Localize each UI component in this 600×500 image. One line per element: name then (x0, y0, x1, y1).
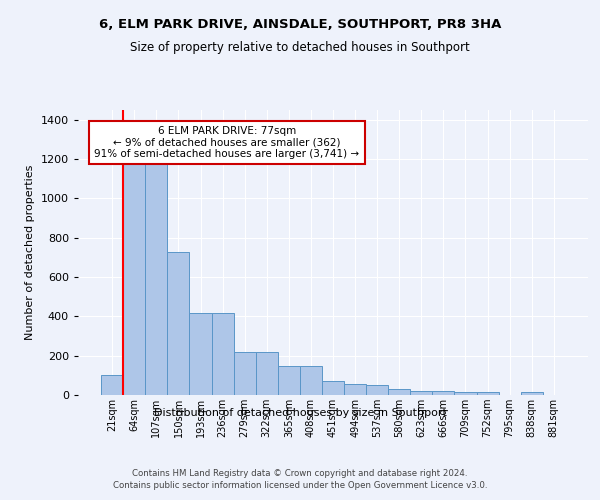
Bar (521, 392, 543, 395)
Bar (410, 391, 433, 395)
Bar (190, 314, 212, 395)
Bar (101, 376, 123, 395)
Bar (322, 381, 344, 395)
Bar (433, 391, 454, 395)
Bar (476, 392, 499, 395)
Bar (388, 389, 410, 395)
Bar (212, 314, 233, 395)
Bar (256, 352, 278, 395)
Bar (300, 366, 322, 395)
Bar (145, 132, 167, 395)
Text: 6 ELM PARK DRIVE: 77sqm
← 9% of detached houses are smaller (362)
91% of semi-de: 6 ELM PARK DRIVE: 77sqm ← 9% of detached… (94, 126, 359, 159)
Text: Contains public sector information licensed under the Open Government Licence v3: Contains public sector information licen… (113, 481, 487, 490)
Bar (278, 366, 300, 395)
Bar (454, 392, 476, 395)
Bar (344, 384, 366, 395)
Bar (233, 352, 256, 395)
Text: Contains HM Land Registry data © Crown copyright and database right 2024.: Contains HM Land Registry data © Crown c… (132, 469, 468, 478)
Bar (123, 130, 145, 395)
Bar (366, 385, 388, 395)
Text: Distribution of detached houses by size in Southport: Distribution of detached houses by size … (154, 408, 446, 418)
Bar (167, 252, 190, 395)
Text: Size of property relative to detached houses in Southport: Size of property relative to detached ho… (130, 41, 470, 54)
Text: 6, ELM PARK DRIVE, AINSDALE, SOUTHPORT, PR8 3HA: 6, ELM PARK DRIVE, AINSDALE, SOUTHPORT, … (99, 18, 501, 30)
Y-axis label: Number of detached properties: Number of detached properties (25, 165, 35, 340)
